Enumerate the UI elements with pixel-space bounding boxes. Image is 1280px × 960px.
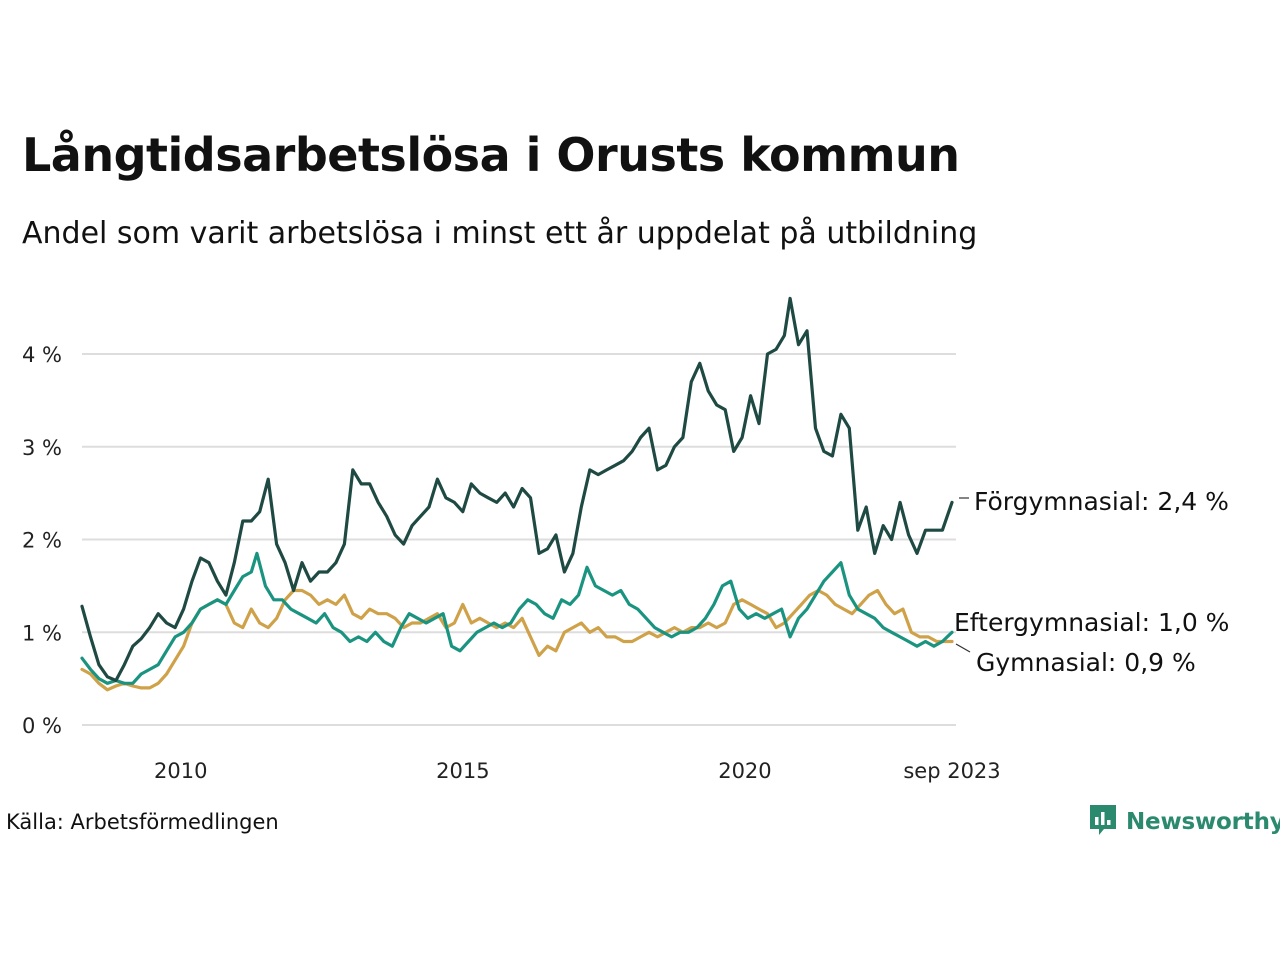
- x-tick-label: sep 2023: [903, 759, 1000, 783]
- grid-lines: [82, 353, 956, 726]
- y-tick-label: 2 %: [22, 529, 62, 553]
- newsworthy-logo-icon: [1088, 803, 1118, 841]
- source-note: Källa: Arbetsförmedlingen: [6, 810, 279, 834]
- y-tick-label: 0 %: [22, 714, 62, 738]
- page-title: Långtidsarbetslösa i Orusts kommun: [22, 128, 960, 182]
- series-line-förgymnasial: [80, 296, 954, 683]
- page-subtitle: Andel som varit arbetslösa i minst ett å…: [22, 216, 978, 251]
- y-tick-label: 4 %: [22, 343, 62, 367]
- label-leader-line: [955, 643, 971, 653]
- brand-logo[interactable]: Newsworthy: [1088, 803, 1280, 841]
- series-line-gymnasial: [80, 588, 954, 692]
- series-label-förgymnasial: Förgymnasial: 2,4 %: [974, 487, 1229, 516]
- series-line-eftergymnasial: [80, 551, 954, 685]
- series-labels: Förgymnasial: 2,4 % Eftergymnasial: 1,0 %…: [954, 487, 1229, 677]
- y-tick-label: 3 %: [22, 436, 62, 460]
- brand-name: Newsworthy: [1126, 809, 1280, 835]
- x-tick-label: 2020: [718, 759, 771, 783]
- series-label-gymnasial: Gymnasial: 0,9 %: [976, 648, 1196, 677]
- x-axis-ticks: 2010 2015 2020 sep 2023: [154, 759, 1001, 783]
- series-label-eftergymnasial: Eftergymnasial: 1,0 %: [954, 608, 1229, 637]
- y-tick-label: 1 %: [22, 621, 62, 645]
- series-lines: [80, 296, 954, 692]
- x-tick-label: 2015: [436, 759, 489, 783]
- y-axis-ticks: 0 % 1 % 2 % 3 % 4 %: [22, 343, 62, 738]
- x-tick-label: 2010: [154, 759, 207, 783]
